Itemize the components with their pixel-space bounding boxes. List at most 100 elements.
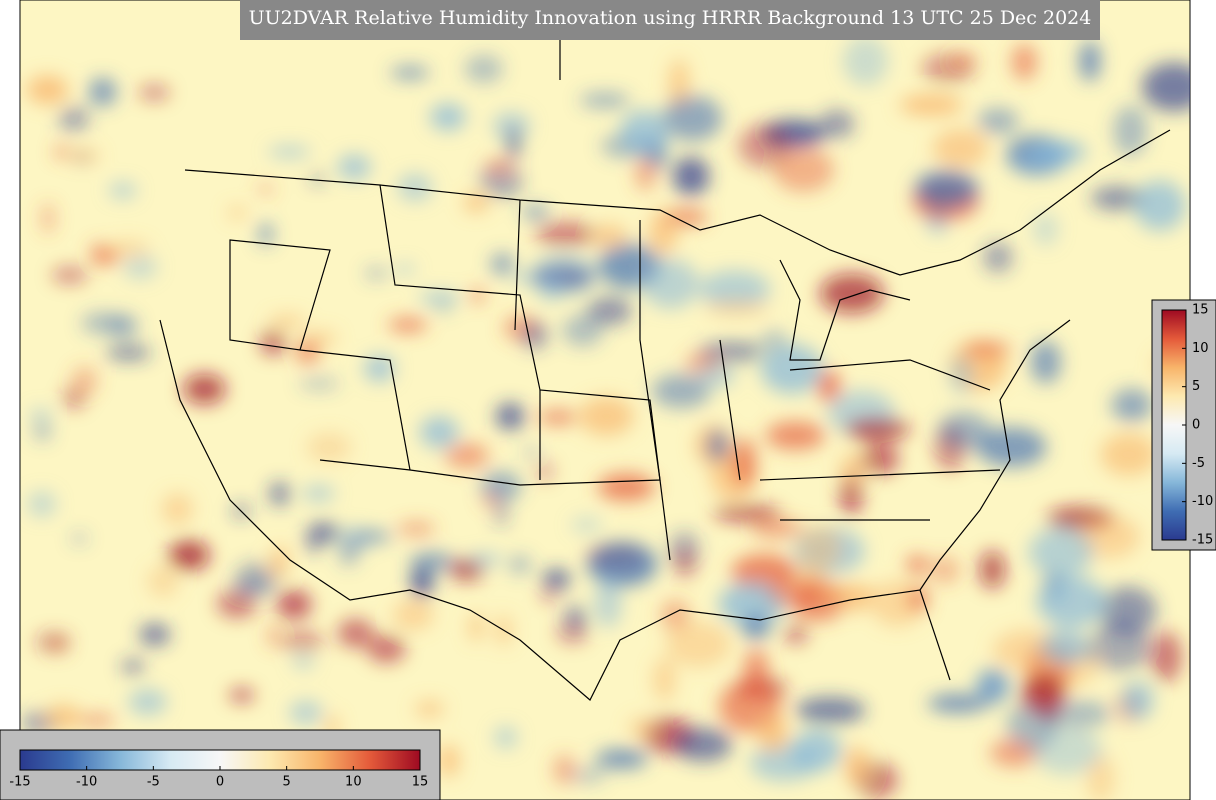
field-blob [665,209,708,225]
field-blob [109,314,138,338]
field-blob [259,222,273,246]
field-blob [743,648,769,695]
field-blob [653,657,676,702]
field-blob [35,632,71,653]
field-blob [860,442,899,475]
field-blob [463,193,489,212]
field-blob [228,206,247,219]
field-blob [783,623,809,645]
field-blob [521,322,548,350]
field-blob [1150,631,1182,683]
field-blob [484,160,515,172]
field-blob [738,124,791,168]
field-blob [306,432,352,463]
field-blob [541,590,557,602]
field-blob [507,127,520,160]
field-blob [817,369,841,403]
field-blob [932,128,989,169]
field-layer [22,36,1190,800]
field-blob [494,497,508,527]
field-blob [108,182,137,199]
field-blob [731,554,797,591]
field-blob [1090,186,1146,211]
field-blob [662,95,723,142]
field-blob [216,589,258,619]
field-blob [268,147,311,157]
field-blob [553,754,575,785]
field-blob [651,373,711,409]
field-blob [51,267,88,284]
tick-label: 0 [1192,418,1200,433]
tick-label: -5 [1192,456,1205,471]
field-blob [535,222,597,248]
field-blob [757,715,789,753]
coast-line [919,319,1071,591]
field-blob [1133,180,1186,231]
field-blob [930,555,960,585]
field-blob [674,727,733,762]
field-blob [27,491,56,517]
field-blob [1029,140,1087,164]
field-blob [90,241,107,265]
field-blob [1141,62,1190,112]
boundaries [159,0,1171,701]
field-blob [267,624,281,648]
field-blob [364,355,395,382]
field-blob [444,443,489,469]
field-blob [514,273,535,283]
field-blob [88,77,117,107]
field-blob [365,267,387,279]
field-blob [843,36,888,86]
field-blob [979,550,1005,589]
field-blob [642,259,699,309]
field-blob [813,584,879,603]
field-blob [963,341,1012,357]
field-blob [819,273,884,314]
field-blob [388,318,428,332]
field-blob [672,156,710,196]
field-blob [350,531,394,542]
field-blob [479,165,523,199]
field-blob [121,659,145,674]
field-blob [54,146,68,159]
field-blob [523,446,540,458]
field-blob [708,429,728,461]
field-blob [419,292,461,304]
field-blob [138,85,170,101]
field-blob [58,106,90,132]
field-blob [1100,433,1157,476]
state-line [319,184,661,486]
field-blob [308,174,328,185]
field-blob [949,356,973,395]
field-blob [260,329,286,356]
field-blob [704,299,769,317]
field-blob [977,107,1019,135]
tick-label: 10 [1192,341,1209,356]
field-blob [1086,754,1115,800]
field-blob [298,377,340,390]
field-blob [409,551,455,572]
field-blob [1030,340,1061,384]
field-blob [537,411,578,424]
field-blob [305,330,338,346]
field-blob [718,582,786,627]
field-blob [1121,681,1154,720]
field-blob [337,154,371,180]
field-blob [292,657,314,668]
tick-label: -15 [1192,533,1213,548]
field-blob [977,667,1008,707]
field-blob [438,744,459,777]
field-blob [592,224,628,249]
field-blob [660,599,690,632]
field-blob [795,697,866,724]
field-blob [320,524,342,542]
tick-label: 15 [412,775,429,790]
field-blob [67,150,101,162]
field-blob [1079,40,1101,82]
field-blob [563,605,587,632]
lake-line [779,259,911,361]
field-blob [571,517,602,533]
field-blob [183,374,226,405]
field-blob [123,254,158,280]
field-blob [71,533,87,544]
